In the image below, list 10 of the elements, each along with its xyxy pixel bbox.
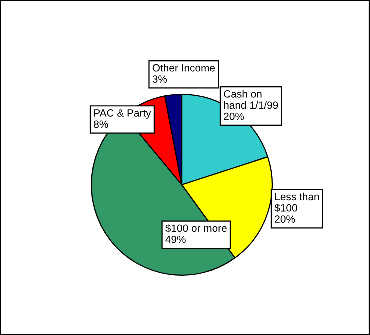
data-label: 8% bbox=[94, 120, 108, 128]
data-label: 20% bbox=[275, 216, 296, 224]
data-label: 20% bbox=[224, 112, 244, 120]
slice-label: PAC & Party bbox=[94, 110, 152, 119]
slice-label: $100 or more bbox=[166, 224, 227, 233]
data-label: 49% bbox=[166, 236, 186, 244]
slice-label: Less than $100 bbox=[274, 192, 320, 212]
data-label: 3% bbox=[152, 76, 168, 84]
slice-label: Other Income bbox=[152, 64, 216, 72]
slice-label: Cash on hand 1/1/99 bbox=[224, 90, 278, 110]
